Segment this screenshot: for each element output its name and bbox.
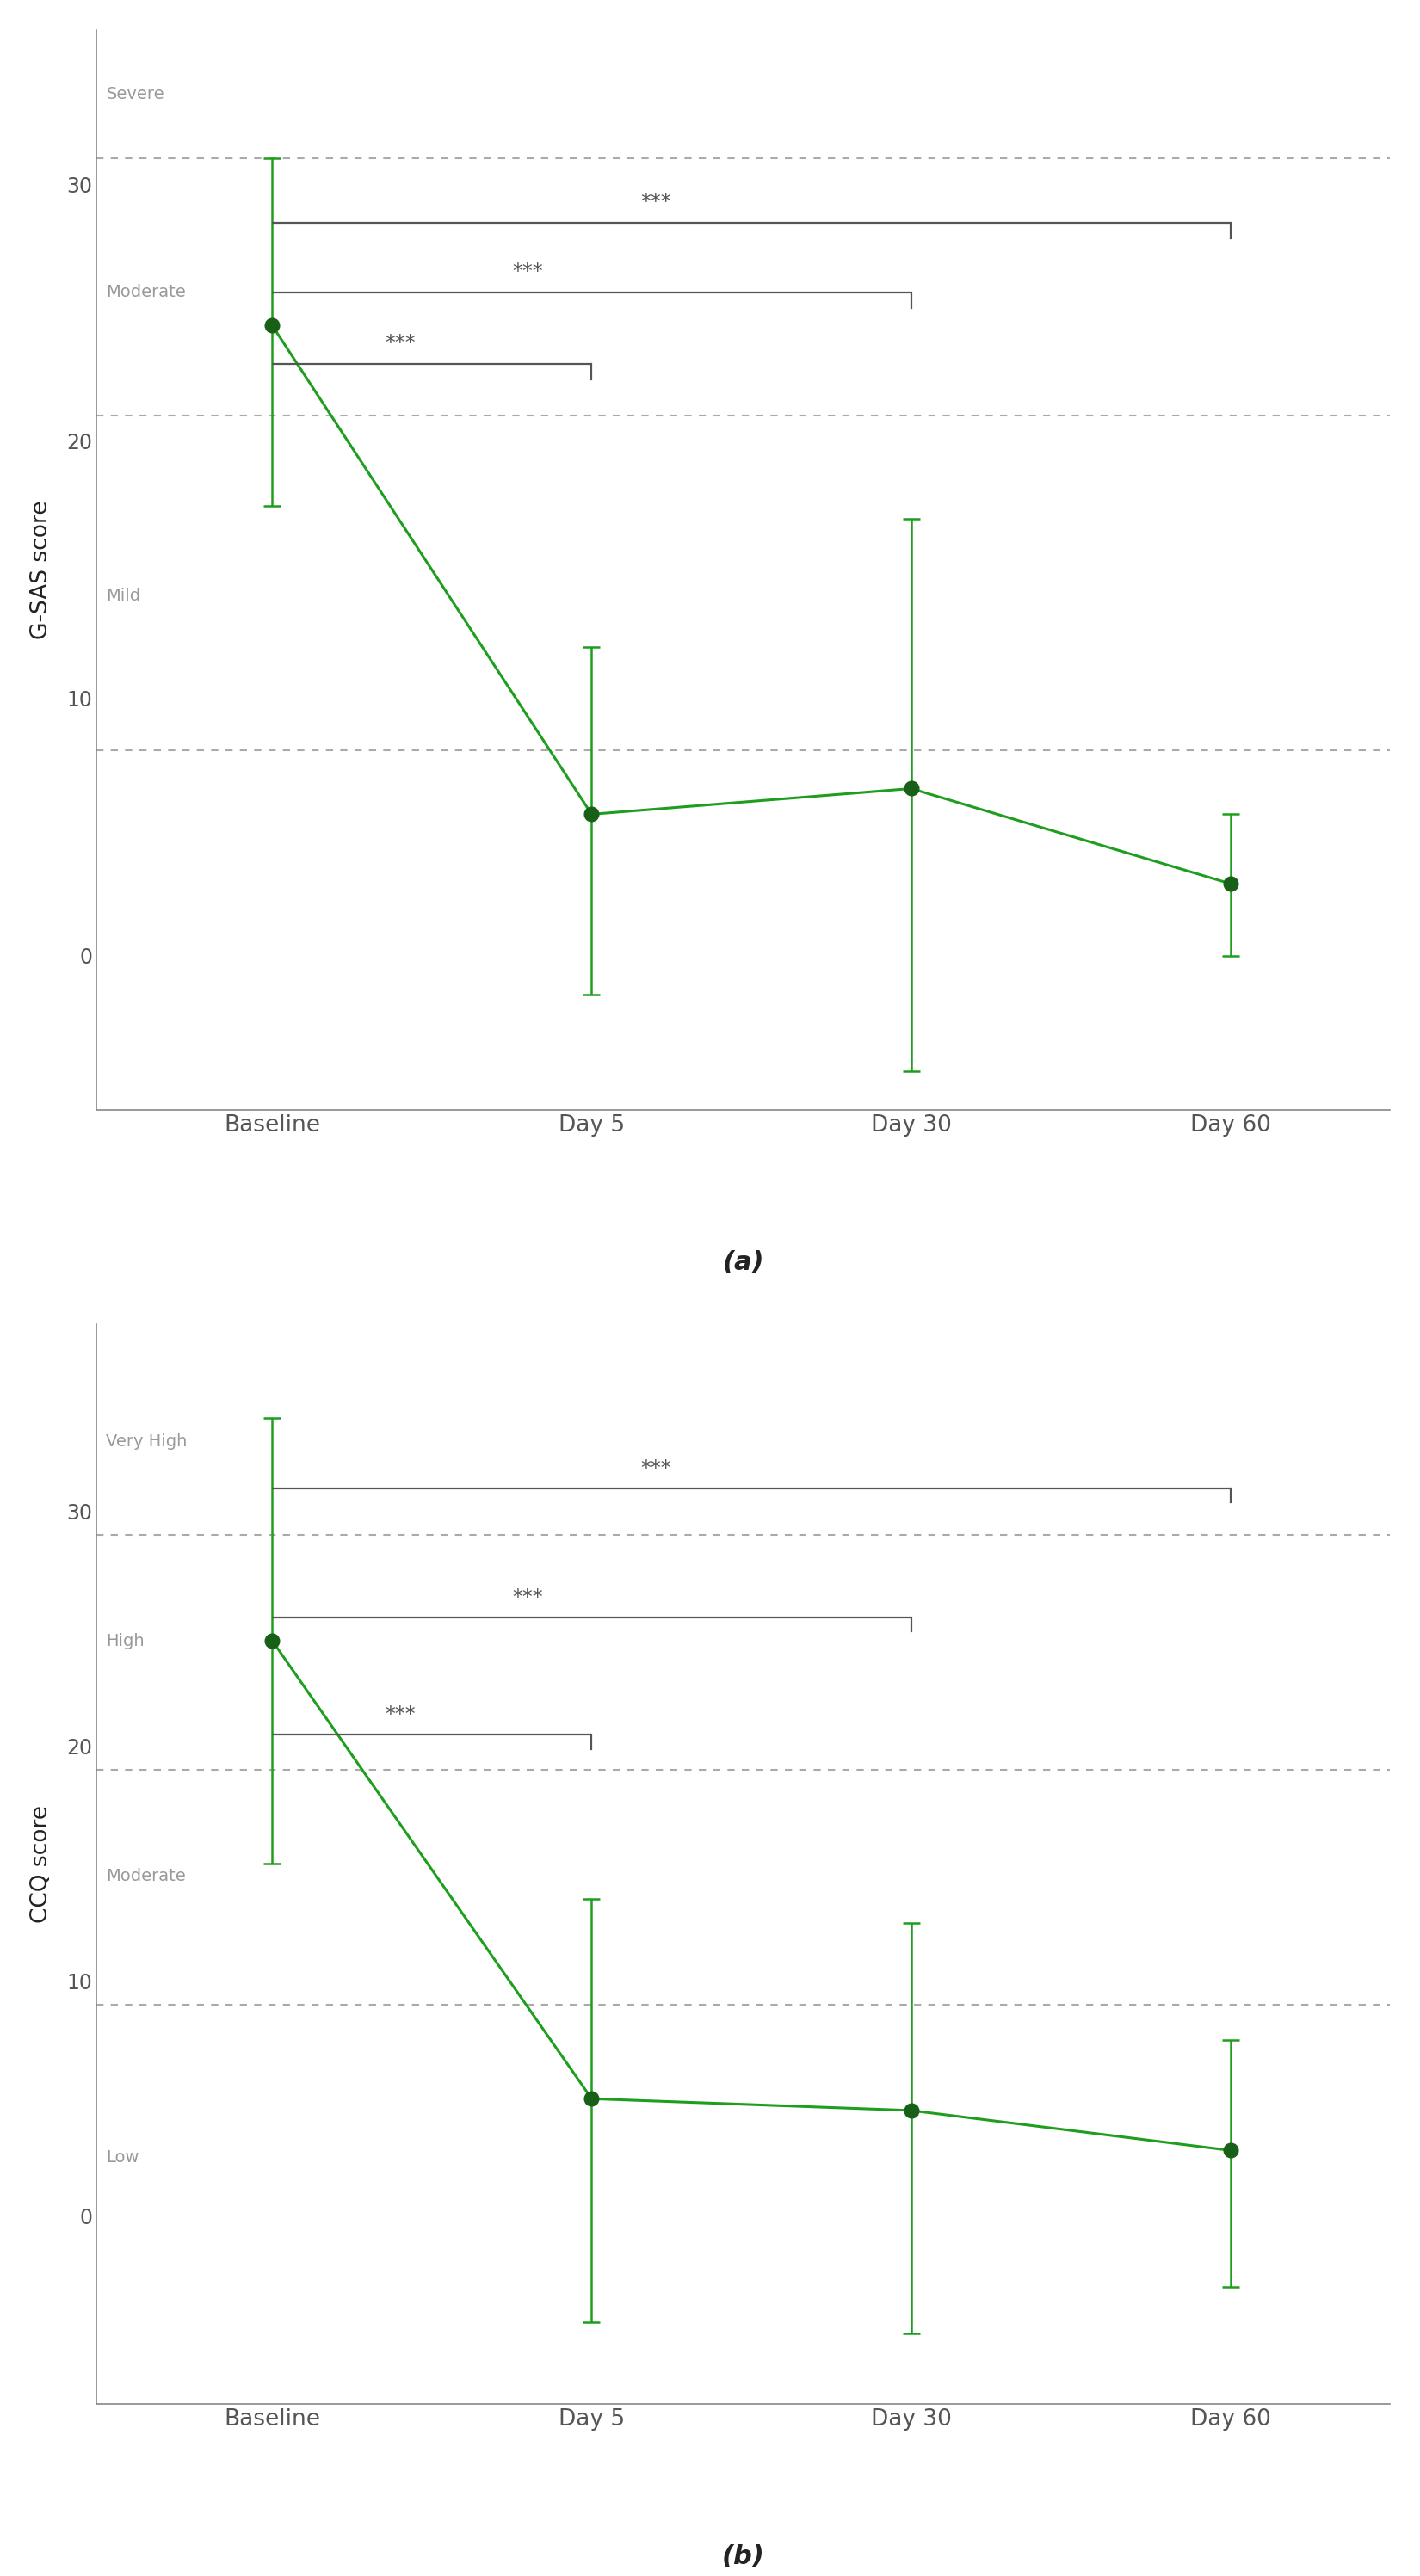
Y-axis label: G-SAS score: G-SAS score (30, 500, 53, 639)
Text: ***: *** (513, 260, 542, 281)
Text: (b): (b) (721, 2545, 765, 2568)
Text: Low: Low (106, 2148, 139, 2166)
Text: Very High: Very High (106, 1432, 187, 1450)
Text: High: High (106, 1633, 145, 1649)
Text: ***: *** (640, 1458, 670, 1479)
Text: Severe: Severe (106, 85, 165, 103)
Text: Moderate: Moderate (106, 1868, 186, 1883)
Text: Mild: Mild (106, 587, 141, 603)
Text: (a): (a) (723, 1249, 764, 1275)
Text: ***: *** (513, 1587, 542, 1607)
Text: Moderate: Moderate (106, 283, 186, 301)
Y-axis label: CCQ score: CCQ score (30, 1806, 53, 1922)
Text: ***: *** (640, 191, 670, 211)
Text: ***: *** (385, 332, 415, 353)
Text: ***: *** (385, 1705, 415, 1726)
